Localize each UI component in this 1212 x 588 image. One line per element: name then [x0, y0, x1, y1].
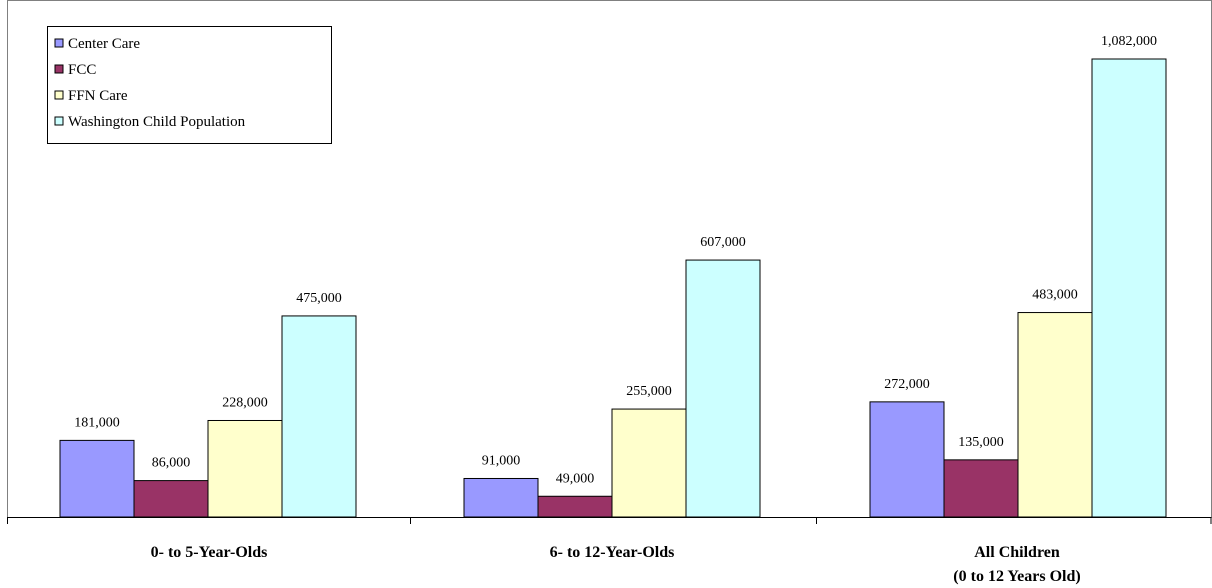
- category-label: (0 to 12 Years Old): [953, 568, 1080, 585]
- legend-swatch: [54, 64, 64, 74]
- bar-washington-child-population-0: [281, 315, 357, 518]
- legend-box: [47, 26, 332, 144]
- data-label: 49,000: [556, 471, 595, 486]
- bar-ffn-care-1: [611, 408, 687, 518]
- legend-entry: Washington Child Population: [68, 114, 246, 130]
- data-label: 135,000: [958, 435, 1004, 450]
- bar-washington-child-population-2: [1091, 58, 1167, 518]
- bar-ffn-care-2: [1017, 312, 1093, 518]
- bar-fcc-1: [537, 495, 613, 518]
- data-label: 91,000: [482, 453, 521, 468]
- data-label: 607,000: [700, 235, 746, 250]
- data-label: 475,000: [296, 291, 342, 306]
- data-label: 1,082,000: [1101, 34, 1157, 49]
- bar-washington-child-population-1: [685, 259, 761, 518]
- legend-entry: Center Care: [68, 36, 140, 52]
- legend-entry: FCC: [68, 62, 96, 78]
- bar-center-care-1: [463, 477, 539, 518]
- bar-center-care-2: [869, 401, 945, 518]
- category-label: All Children: [974, 544, 1060, 561]
- category-label: 0- to 5-Year-Olds: [151, 544, 268, 561]
- bar-center-care-0: [59, 439, 135, 518]
- data-label: 181,000: [74, 415, 120, 430]
- data-label: 272,000: [884, 377, 930, 392]
- bar-fcc-0: [133, 480, 209, 518]
- category-label: 6- to 12-Year-Olds: [550, 544, 675, 561]
- bar-fcc-2: [943, 459, 1019, 518]
- legend-entry: FFN Care: [68, 88, 128, 104]
- legend-swatch: [54, 38, 64, 48]
- bar-ffn-care-0: [207, 419, 283, 518]
- data-label: 86,000: [152, 456, 191, 471]
- data-label: 228,000: [222, 395, 268, 410]
- legend-swatch: [54, 90, 64, 100]
- data-label: 483,000: [1032, 288, 1078, 303]
- legend-swatch: [54, 116, 64, 126]
- legend: Center Care FCC FFN Care Washington Child P…: [47, 26, 332, 144]
- data-label: 255,000: [626, 384, 672, 399]
